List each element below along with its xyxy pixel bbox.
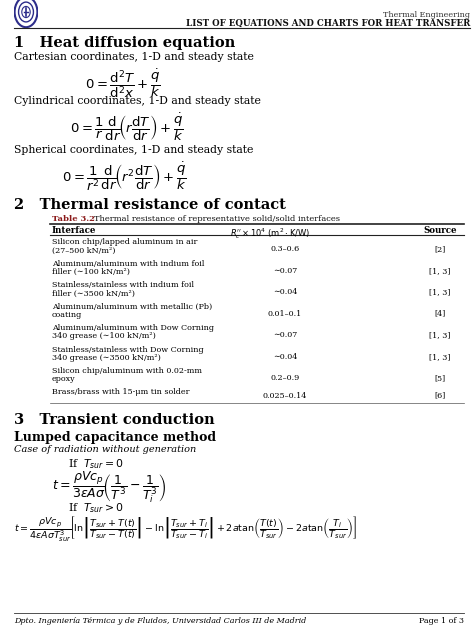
Text: 340 grease (∼3500 kN/m²): 340 grease (∼3500 kN/m²): [52, 354, 161, 362]
Text: Stainless/stainless with Dow Corning: Stainless/stainless with Dow Corning: [52, 346, 204, 353]
Text: [6]: [6]: [434, 391, 446, 399]
Text: If  $T_{sur} = 0$: If $T_{sur} = 0$: [68, 458, 124, 471]
Text: Dpto. Ingeniería Térmica y de Fluidos, Universidad Carlos III de Madrid: Dpto. Ingeniería Térmica y de Fluidos, U…: [14, 617, 306, 625]
Text: 3   Transient conduction: 3 Transient conduction: [14, 413, 215, 427]
Text: [1, 3]: [1, 3]: [429, 288, 451, 296]
Text: 2   Thermal resistance of contact: 2 Thermal resistance of contact: [14, 198, 286, 212]
Text: Table 3.2: Table 3.2: [52, 215, 95, 223]
Text: Thermal resistance of representative solid/solid interfaces: Thermal resistance of representative sol…: [86, 215, 340, 223]
Text: $0 = \dfrac{1}{r}\dfrac{\mathrm{d}}{\mathrm{d}r}\!\left(r\dfrac{\mathrm{d}T}{\ma: $0 = \dfrac{1}{r}\dfrac{\mathrm{d}}{\mat…: [70, 111, 183, 143]
Text: filler (∼100 kN/m²): filler (∼100 kN/m²): [52, 268, 130, 276]
Text: 0.025–0.14: 0.025–0.14: [263, 391, 307, 399]
Text: Source: Source: [423, 226, 457, 235]
Text: ∼0.04: ∼0.04: [273, 353, 297, 361]
Text: [1, 3]: [1, 3]: [429, 267, 451, 275]
Text: 340 grease (∼100 kN/m²): 340 grease (∼100 kN/m²): [52, 332, 156, 341]
Text: Spherical coordinates, 1-D and steady state: Spherical coordinates, 1-D and steady st…: [14, 145, 254, 155]
Text: Stainless/stainless with indium foil: Stainless/stainless with indium foil: [52, 281, 194, 289]
Text: 0.2–0.9: 0.2–0.9: [270, 374, 300, 382]
Text: Interface: Interface: [52, 226, 96, 235]
Text: Cylindrical coordinates, 1-D and steady state: Cylindrical coordinates, 1-D and steady …: [14, 96, 261, 106]
Text: Cartesian coordinates, 1-D and steady state: Cartesian coordinates, 1-D and steady st…: [14, 52, 254, 62]
Text: Silicon chip/aluminum with 0.02-mm: Silicon chip/aluminum with 0.02-mm: [52, 367, 202, 375]
Text: (27–500 kN/m²): (27–500 kN/m²): [52, 246, 116, 255]
Text: [2]: [2]: [434, 245, 446, 253]
Text: ∼0.04: ∼0.04: [273, 288, 297, 296]
Text: Thermal Engineering: Thermal Engineering: [383, 11, 470, 19]
Text: Page 1 of 3: Page 1 of 3: [419, 617, 464, 625]
Text: [1, 3]: [1, 3]: [429, 331, 451, 339]
Text: LIST OF EQUATIONS AND CHARTS FOR HEAT TRANSFER: LIST OF EQUATIONS AND CHARTS FOR HEAT TR…: [186, 19, 470, 28]
Text: Brass/brass with 15-μm tin solder: Brass/brass with 15-μm tin solder: [52, 389, 190, 396]
Text: epoxy: epoxy: [52, 375, 76, 384]
Text: 1   Heat diffusion equation: 1 Heat diffusion equation: [14, 36, 235, 50]
Text: $R_c^{\prime\prime} \times 10^4\ (\mathrm{m}^2 \cdot \mathrm{K/W})$: $R_c^{\prime\prime} \times 10^4\ (\mathr…: [230, 226, 310, 241]
Text: ∼0.07: ∼0.07: [273, 267, 297, 275]
Text: Aluminum/aluminum with metallic (Pb): Aluminum/aluminum with metallic (Pb): [52, 303, 212, 310]
Text: 0.3–0.6: 0.3–0.6: [270, 245, 300, 253]
Text: Lumped capacitance method: Lumped capacitance method: [14, 432, 216, 444]
Text: filler (∼3500 kN/m²): filler (∼3500 kN/m²): [52, 289, 135, 298]
Text: [4]: [4]: [434, 310, 446, 318]
Text: [5]: [5]: [434, 374, 446, 382]
Text: $t = \dfrac{\rho V c_p}{4\varepsilon A\sigma T_{sur}^3}\!\left[\ln\!\left|\dfrac: $t = \dfrac{\rho V c_p}{4\varepsilon A\s…: [14, 514, 357, 544]
Text: coating: coating: [52, 311, 82, 319]
Text: Silicon chip/lapped aluminum in air: Silicon chip/lapped aluminum in air: [52, 238, 197, 246]
Text: [1, 3]: [1, 3]: [429, 353, 451, 361]
Text: $0 = \dfrac{1}{r^2}\dfrac{\mathrm{d}}{\mathrm{d}r}\!\left(r^2\dfrac{\mathrm{d}T}: $0 = \dfrac{1}{r^2}\dfrac{\mathrm{d}}{\m…: [62, 160, 187, 193]
Text: $0 = \dfrac{\mathrm{d}^2T}{\mathrm{d}^2x} + \dfrac{\dot{q}}{k}$: $0 = \dfrac{\mathrm{d}^2T}{\mathrm{d}^2x…: [85, 67, 161, 100]
Text: ∼0.07: ∼0.07: [273, 331, 297, 339]
Text: If  $T_{sur} > 0$: If $T_{sur} > 0$: [68, 502, 124, 515]
Text: $t = \dfrac{\rho V c_p}{3\varepsilon A\sigma}\!\left(\dfrac{1}{T^3} - \dfrac{1}{: $t = \dfrac{\rho V c_p}{3\varepsilon A\s…: [52, 470, 166, 506]
Text: Aluminum/aluminum with indium foil: Aluminum/aluminum with indium foil: [52, 260, 204, 267]
Text: Aluminum/aluminum with Dow Corning: Aluminum/aluminum with Dow Corning: [52, 324, 214, 332]
Text: Case of radiation without generation: Case of radiation without generation: [14, 446, 196, 454]
Text: 0.01–0.1: 0.01–0.1: [268, 310, 302, 318]
